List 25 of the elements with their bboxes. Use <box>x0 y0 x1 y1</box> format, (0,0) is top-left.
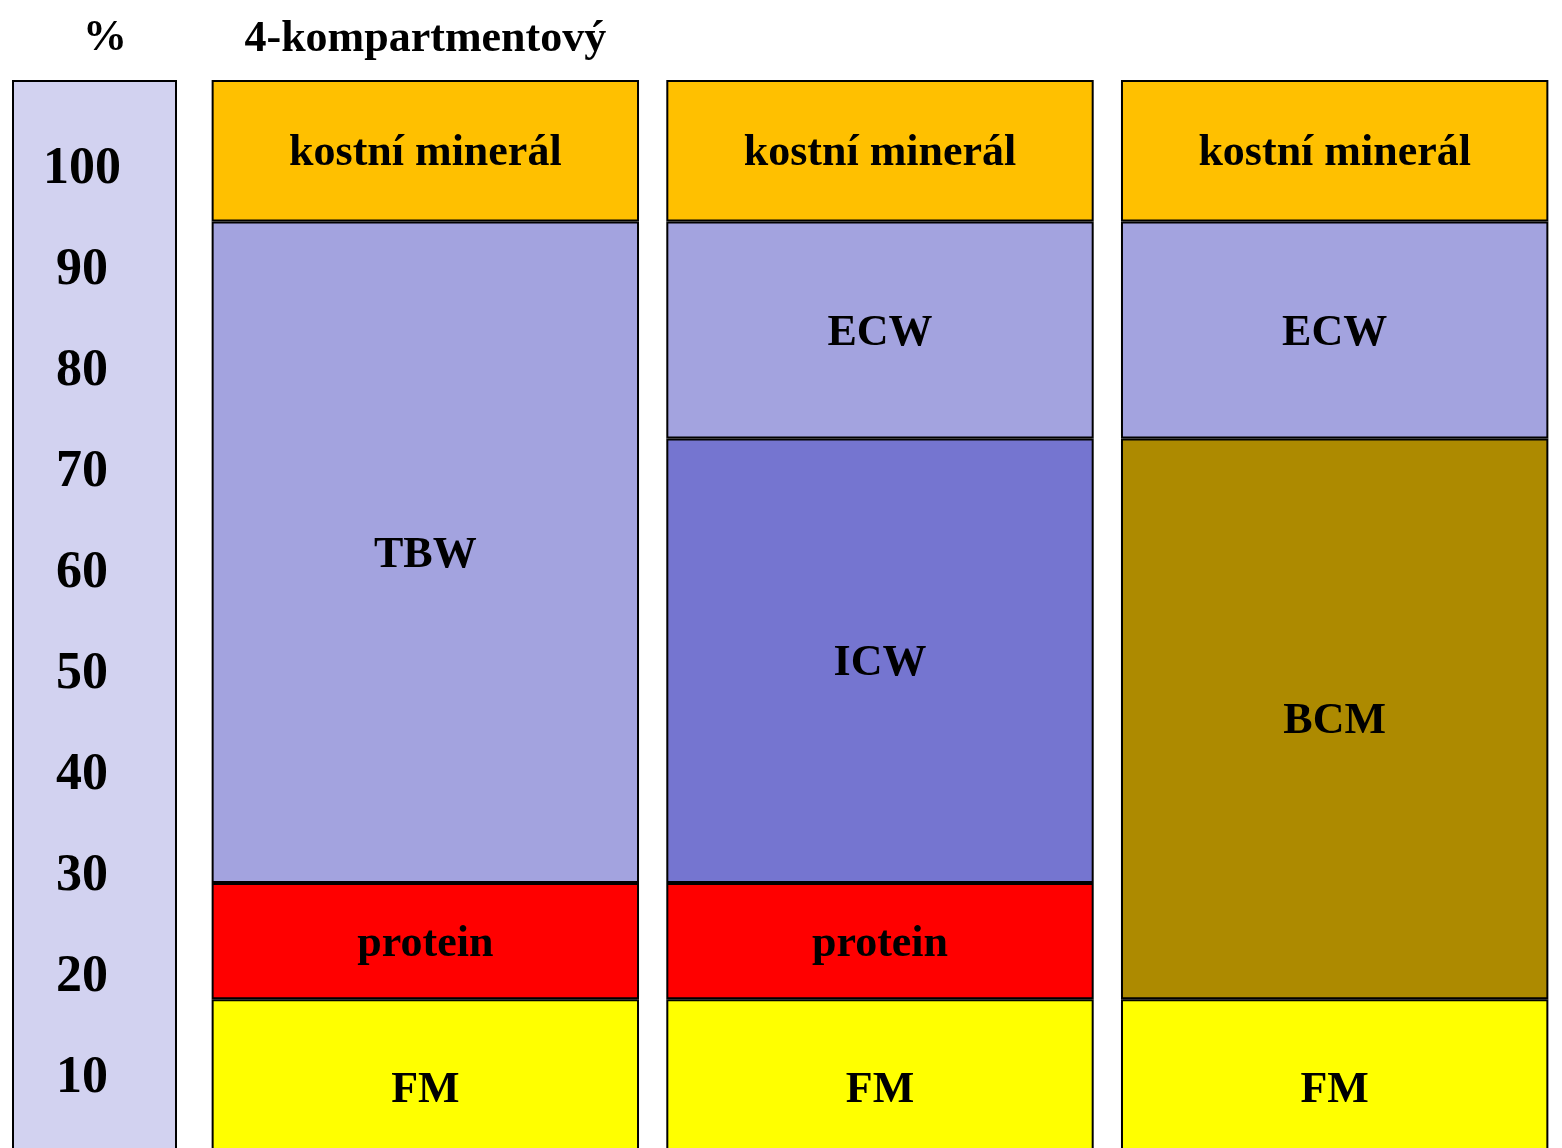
y-tick-label: 30 <box>56 844 108 902</box>
series-label: FM <box>391 1063 460 1113</box>
y-tick-label: 70 <box>56 440 108 498</box>
y-tick-label: 40 <box>56 743 108 801</box>
y-tick-label: 60 <box>56 541 108 599</box>
series-label: protein <box>357 916 494 966</box>
series-label: TBW <box>373 527 477 577</box>
text: FM <box>1300 1063 1369 1113</box>
text: kostní minerál <box>743 126 1017 176</box>
y-tick-label: 50 <box>56 642 108 700</box>
x-tick-label: 4-kompartmentový <box>244 11 607 61</box>
text: FM <box>845 1063 915 1113</box>
y-tick-label: 100 <box>43 137 121 195</box>
text: ECW <box>1282 305 1388 355</box>
text: protein <box>811 916 949 966</box>
y-tick-label: 20 <box>56 945 108 1003</box>
series-label: BCM <box>1283 694 1386 744</box>
series-label: kostní minerál <box>289 126 562 176</box>
y-tick-label: 90 <box>56 238 108 296</box>
y-tick-label: 80 <box>56 339 108 397</box>
series-label: ICW <box>833 636 927 686</box>
series-label: ECW <box>827 305 933 355</box>
y-tick-label: 10 <box>56 1046 108 1104</box>
y-axis-title: % <box>83 10 127 60</box>
text: kostní minerál <box>1198 126 1471 176</box>
